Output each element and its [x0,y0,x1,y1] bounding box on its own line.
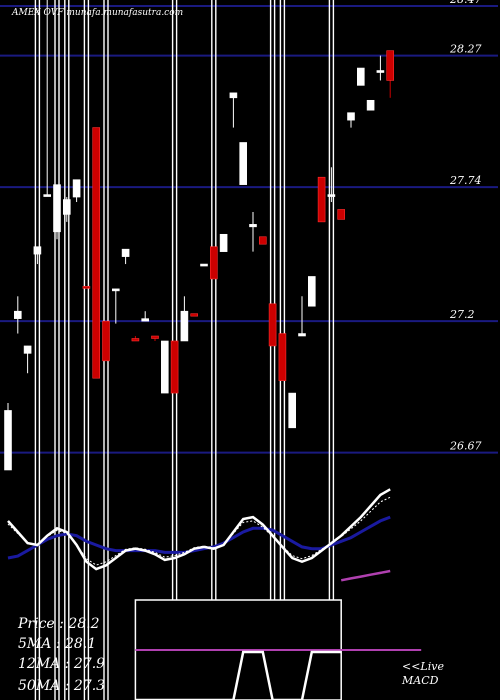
candle-body [239,142,247,185]
candle-body [366,99,375,111]
candle-body [43,194,52,197]
candle-body [82,286,91,289]
candle-body [327,194,336,197]
info-panel: Price : 28.2 5MA : 28.1 12MA : 27.9 50MA… [17,616,105,694]
ma-long-line [340,569,391,582]
candle-body [170,340,179,394]
candle-body [4,410,12,471]
macd-label: <<Live MACD [401,660,444,687]
candle-body [298,333,306,337]
price-tick-label: 26.67 [449,440,482,453]
candle-body [131,338,140,342]
macd-line [135,650,342,700]
candle-body [121,248,130,257]
candle-body [33,246,42,255]
candle-body [190,313,198,317]
candle-body [14,310,22,319]
volume-pulse-lines [34,0,335,700]
candle-body [92,127,100,379]
candle-body [72,179,81,198]
price-tick-label: 27.2 [449,308,475,321]
watermark: AMEX OVF munafa.munafasutra.com [11,8,183,18]
ma5-readout: 5MA : 28.1 [18,636,96,652]
candle-body [229,92,238,99]
price-axis: 28.47 28.27 27.74 27.2 26.67 [449,0,482,453]
candles [4,0,395,471]
candle-body [376,70,385,73]
price-gridlines [0,5,498,454]
candle-body [102,320,110,362]
candle-body [249,224,257,228]
candle-body [288,392,297,429]
candle-body [219,233,228,252]
ma-fast-line [7,488,391,571]
price-readout: Price : 28.2 [17,616,100,632]
candle-body [141,318,149,322]
candle-body [356,67,365,86]
candle-body [23,345,32,354]
candle-body [386,50,395,81]
macd-label-live: <<Live [402,660,444,673]
candle-body [278,333,287,381]
candle-body [258,236,267,245]
ma12-readout: 12MA : 27.9 [18,656,105,672]
candle-body [210,246,218,280]
indicator-panel [7,488,391,582]
macd-panel [134,599,422,700]
candle-body [112,288,120,292]
candle-body [200,263,208,267]
candle-body [180,310,189,342]
price-tick-label: 27.74 [449,174,482,187]
price-tick-label: 28.47 [449,0,482,6]
candle-body [347,112,355,121]
candle-body [307,276,316,307]
price-tick-label: 28.27 [449,43,482,56]
candle-body [53,184,61,233]
candle-body [161,340,169,394]
candle-body [268,303,277,347]
macd-label-macd: MACD [401,674,439,687]
ma50-readout: 50MA : 27.3 [18,678,105,694]
candle-body [62,199,71,215]
candle-body [337,209,346,220]
candle-body [317,176,326,223]
candle-body [151,335,159,339]
